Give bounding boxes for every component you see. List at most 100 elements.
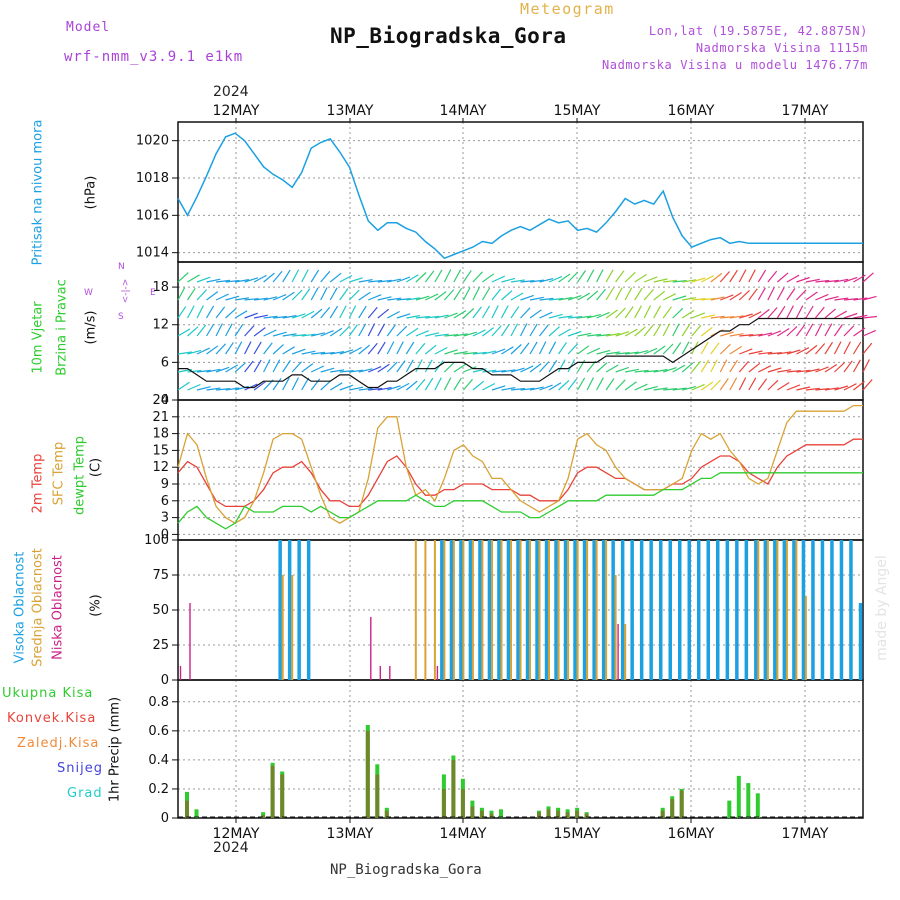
cloud-bar-0 xyxy=(525,540,530,680)
wind-barb xyxy=(368,279,383,283)
cloud-bar-0 xyxy=(601,540,606,680)
cloud-bar-1 xyxy=(567,540,570,680)
wind-barb xyxy=(330,369,345,373)
wind-barb xyxy=(548,359,558,373)
wind-barb xyxy=(368,294,382,301)
precip-bar-conv xyxy=(375,774,380,818)
wind-barb xyxy=(596,362,608,373)
cloud-bar-0 xyxy=(763,540,768,680)
wind-barb xyxy=(329,287,338,301)
cloud-bar-2 xyxy=(370,617,372,680)
wind-barb xyxy=(272,294,287,301)
wind-barb xyxy=(377,308,390,319)
wind-barb xyxy=(434,346,448,355)
wind-barb xyxy=(215,388,231,391)
wind-barb xyxy=(482,350,497,355)
wind-barb xyxy=(539,297,554,301)
precip-bar-conv xyxy=(270,765,275,818)
wind-barb xyxy=(415,315,430,319)
precip-bar-total xyxy=(736,775,741,818)
wind-barb xyxy=(558,328,571,337)
wind-barb xyxy=(301,288,311,301)
wind-barb xyxy=(282,346,295,355)
wind-barb xyxy=(710,342,720,355)
wind-barb xyxy=(310,365,325,373)
cloud-bar-1 xyxy=(538,540,541,680)
cloud-bar-1 xyxy=(433,540,436,680)
wind-barb xyxy=(748,362,761,373)
wind-barb xyxy=(311,351,326,355)
wind-barb xyxy=(558,296,573,301)
wind-barb xyxy=(215,293,229,301)
wind-barb xyxy=(187,383,201,391)
wind-barb xyxy=(776,287,785,301)
wind-barb xyxy=(301,363,314,373)
wind-barb xyxy=(386,341,395,355)
wind-barb xyxy=(425,293,439,301)
cloud-bar-1 xyxy=(291,575,294,680)
wind-barb xyxy=(186,305,195,319)
wind-barb xyxy=(472,351,487,355)
wind-barb xyxy=(815,293,829,301)
compass-e: E xyxy=(150,288,156,298)
wind-barb xyxy=(682,297,697,301)
cloud-bar-0 xyxy=(478,540,482,680)
precip-frozen-label: Zaledj.Kisa xyxy=(17,736,100,751)
cloud-bar-0 xyxy=(820,540,825,680)
wind-barb xyxy=(577,270,587,283)
wind-barb xyxy=(520,387,535,391)
cloud-bar-0 xyxy=(678,540,682,680)
wind-barb xyxy=(425,315,440,319)
wind-barb xyxy=(606,332,621,337)
wind-barb xyxy=(396,325,408,337)
wind-barb xyxy=(225,323,233,337)
wind-barb xyxy=(862,295,877,301)
wind-barb xyxy=(805,305,814,319)
wind-barb xyxy=(510,367,525,373)
wind-barb xyxy=(358,323,367,337)
wind-barb xyxy=(862,315,877,319)
cloud-bar-1 xyxy=(595,540,598,680)
wind-barb xyxy=(462,378,473,391)
wind-barb xyxy=(462,287,471,301)
wind-barb xyxy=(234,297,249,301)
wind-barb xyxy=(539,384,553,391)
wind-barb xyxy=(529,363,542,373)
cloud-bar-0 xyxy=(487,540,492,680)
wind-barb xyxy=(263,315,278,319)
wind-barb xyxy=(263,342,273,355)
wind-barb xyxy=(814,323,823,337)
wind-barb xyxy=(339,288,349,301)
wind-barb xyxy=(776,305,786,319)
wind-barb xyxy=(577,377,586,391)
wind-barb xyxy=(795,305,804,319)
wind-barb xyxy=(177,272,189,283)
wind-barb xyxy=(587,333,602,337)
precip-bar-conv xyxy=(670,799,675,818)
wind-barb xyxy=(567,330,582,337)
cloud-bar-0 xyxy=(582,540,587,680)
wind-ytick-label-3: 18 xyxy=(152,280,169,295)
wind-barb xyxy=(187,287,196,301)
cloud-bar-0 xyxy=(801,540,806,680)
cloud-bar-2 xyxy=(436,666,439,680)
wind-barb xyxy=(443,377,452,391)
temp-ytick-label-8: 24 xyxy=(152,393,169,408)
wind-barb xyxy=(481,287,491,301)
wind-barb xyxy=(815,388,830,391)
wind-barb xyxy=(719,378,729,391)
wind-barb xyxy=(225,364,239,373)
wind-barb xyxy=(539,324,549,337)
wind-barb xyxy=(358,344,370,355)
wind-barb xyxy=(662,306,672,319)
wind-barb xyxy=(491,370,506,373)
wind-barb xyxy=(663,367,677,373)
wind-barb xyxy=(358,279,373,283)
cloud-bar-0 xyxy=(506,540,511,680)
wind-barb xyxy=(767,287,775,301)
wind-barb xyxy=(349,369,364,373)
wind-barb xyxy=(396,360,406,373)
wind-barb xyxy=(482,382,496,391)
pressure-ytick-label-2: 1018 xyxy=(136,171,169,186)
wind-barb xyxy=(377,341,386,355)
